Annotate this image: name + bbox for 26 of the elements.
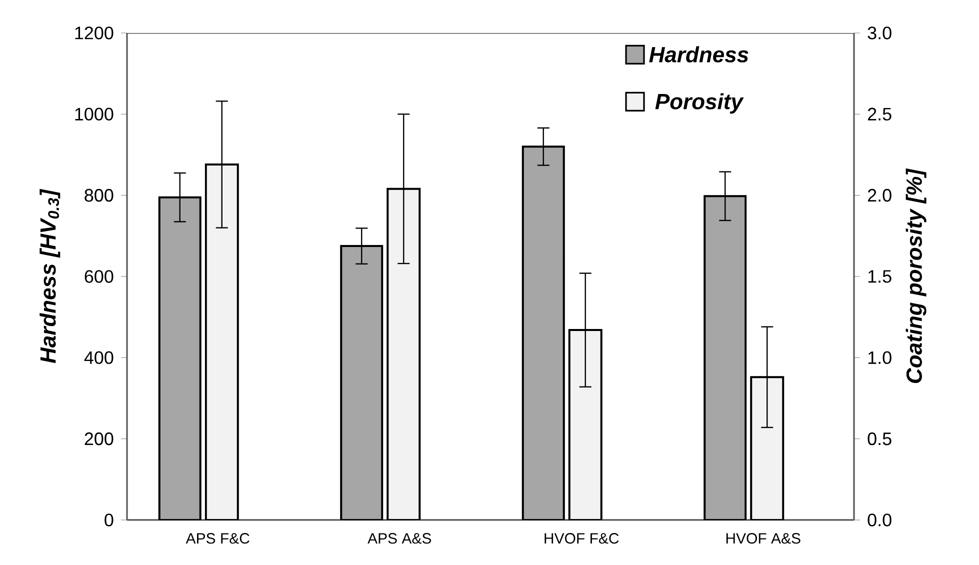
x-tick-label: HVOF F&C bbox=[544, 533, 619, 544]
y2-axis-title: Coating porosity [%] bbox=[906, 168, 926, 383]
legend-label: Porosity bbox=[655, 93, 744, 114]
y2-tick-label: 0.5 bbox=[868, 432, 892, 446]
bar bbox=[522, 146, 565, 520]
y-tick-label: 600 bbox=[84, 270, 114, 283]
y-axis-title: Hardness [HV$_{0.3}$] bbox=[40, 188, 60, 364]
y2-tick-label: 2.5 bbox=[868, 108, 892, 121]
y2-tick-label: 2.0 bbox=[868, 188, 892, 202]
bar bbox=[704, 195, 747, 520]
x-tick-label: APS A&S bbox=[368, 533, 432, 544]
y2-tick-label: 3.0 bbox=[868, 26, 892, 40]
legend-label: Hardness bbox=[649, 46, 748, 62]
y-tick-label: 0 bbox=[104, 514, 114, 526]
y-tick-label: 1000 bbox=[75, 108, 114, 121]
y-tick-label: 1200 bbox=[75, 26, 114, 40]
x-tick-label: HVOF A&S bbox=[726, 533, 800, 544]
y-tick-label: 800 bbox=[84, 188, 114, 202]
y2-tick-label: 1.5 bbox=[868, 270, 892, 283]
x-tick-label: APS F&C bbox=[186, 533, 250, 544]
y-tick-label: 200 bbox=[84, 432, 114, 446]
y-tick-label: 400 bbox=[84, 351, 114, 364]
bar bbox=[158, 196, 202, 520]
y2-tick-label: 1.0 bbox=[868, 351, 892, 364]
bar bbox=[340, 245, 384, 520]
y2-tick-label: 0.0 bbox=[868, 514, 892, 526]
